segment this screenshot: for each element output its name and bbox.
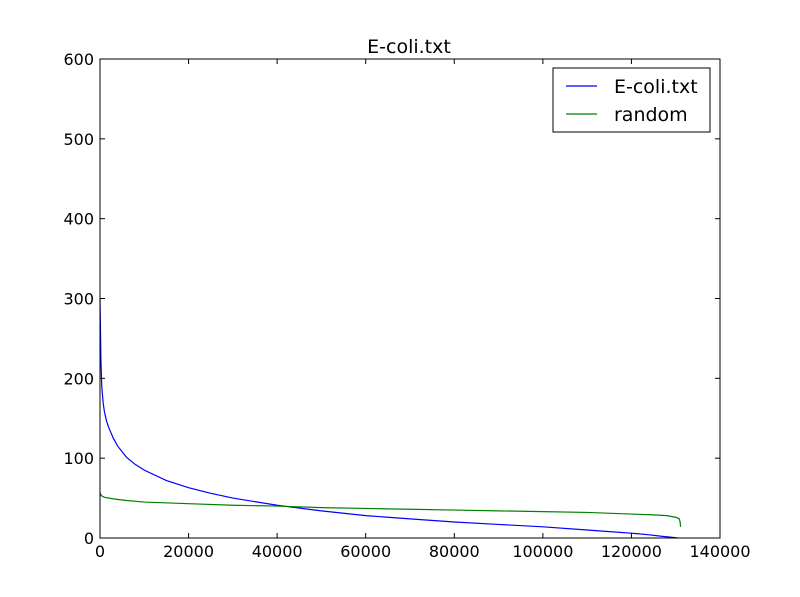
x-tick-label: 60000 xyxy=(340,542,391,561)
legend-box xyxy=(552,67,711,133)
x-axis: 0 20000 40000 60000 80000 100000 120000 140000 xyxy=(95,59,751,561)
y-tick-label: 500 xyxy=(63,130,94,149)
y-tick-label: 300 xyxy=(63,290,94,309)
chart-title: E-coli.txt xyxy=(367,36,451,58)
legend-label-random: random xyxy=(614,104,688,126)
x-tick-label: 120000 xyxy=(601,542,662,561)
y-tick-label: 200 xyxy=(63,369,94,388)
series-line-e-coli-txt xyxy=(99,298,679,539)
x-tick-label: 40000 xyxy=(252,542,303,561)
y-tick-label: 100 xyxy=(63,449,94,468)
x-tick-label: 140000 xyxy=(689,542,750,561)
plot-lines xyxy=(99,298,682,539)
legend: E-coli.txt random xyxy=(552,67,711,133)
x-tick-label: 80000 xyxy=(429,542,480,561)
series-line-random xyxy=(99,492,682,527)
x-tick-label: 0 xyxy=(95,542,105,561)
legend-label-e-coli: E-coli.txt xyxy=(614,76,698,98)
y-tick-label: 600 xyxy=(63,50,94,69)
x-tick-label: 100000 xyxy=(512,542,573,561)
y-axis: 0 100 200 300 400 500 600 xyxy=(63,50,720,548)
x-tick-label: 20000 xyxy=(163,542,214,561)
y-tick-label: 400 xyxy=(63,210,94,229)
y-tick-label: 0 xyxy=(84,529,94,548)
